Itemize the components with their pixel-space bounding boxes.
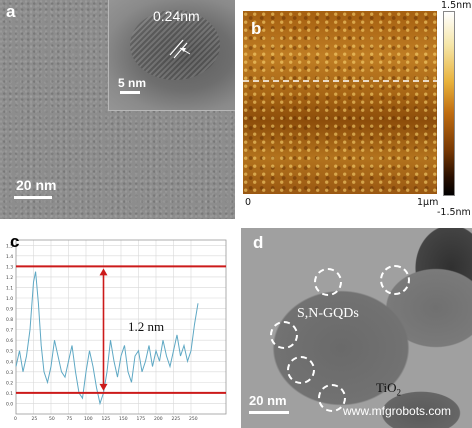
qd-circle — [314, 268, 342, 296]
profile-line — [243, 80, 437, 82]
y-tick-label: 1.4 — [6, 254, 13, 260]
colorbar-min-label: -1.5nm — [437, 207, 471, 218]
y-tick-label: 0.1 — [6, 391, 13, 397]
qd-circle — [318, 384, 346, 412]
scale-label: 20 nm — [16, 177, 57, 193]
x-tick-label: 75 — [67, 416, 73, 422]
substrate-label: TiO2 — [376, 380, 401, 398]
arrow-head — [99, 383, 108, 391]
plot-frame — [15, 239, 227, 415]
panel-a-tem-image: a 0.24nm 5 nm 20 nm — [0, 0, 235, 219]
x-tick-label: 0 — [14, 416, 17, 422]
axis-start-label: 0 — [245, 197, 252, 208]
height-profile-chart: 0.0 0.1 0.2 0.3 0.4 0.5 0.6 0.7 0.8 0.9 1.0 1.1 1.2 1… — [4, 232, 232, 422]
axis-end-label: 1μm — [417, 197, 439, 208]
height-colorbar — [443, 11, 455, 196]
qd-circle — [380, 265, 410, 295]
y-tick-label: 0.2 — [6, 380, 13, 386]
x-tick-label: 200 — [154, 416, 163, 422]
y-tick-label: 0.0 — [6, 401, 13, 407]
y-tick-label: 1.5 — [6, 243, 13, 249]
x-tick-label: 100 — [84, 416, 93, 422]
scale-label-d: 20 nm — [249, 393, 287, 408]
x-tick-label: 25 — [32, 416, 38, 422]
watermark: www.mfgrobots.com — [343, 404, 452, 418]
arrow-head — [99, 268, 108, 276]
colorbar-max-label: 1.5nm — [441, 0, 472, 11]
y-tick-label: 0.6 — [6, 338, 13, 344]
panel-a-letter: a — [6, 2, 16, 21]
x-tick-label: 125 — [102, 416, 111, 422]
height-annotation: 1.2 nm — [128, 319, 165, 334]
qd-circle — [270, 321, 298, 349]
y-tick-label: 0.7 — [6, 328, 13, 334]
y-tick-label: 1.1 — [6, 285, 13, 291]
x-tick-label: 250 — [189, 416, 198, 422]
panel-b-afm-image: b — [243, 11, 437, 194]
scale-bar — [14, 196, 52, 199]
y-tick-label: 1.0 — [6, 296, 13, 302]
y-tick-label: 0.9 — [6, 307, 13, 313]
lattice-marker — [169, 39, 191, 59]
y-tick-label: 0.3 — [6, 370, 13, 376]
y-tick-label: 1.2 — [6, 275, 13, 281]
profile-series-line — [15, 271, 199, 406]
x-tick-label: 150 — [119, 416, 128, 422]
qd-label: S,N-GQDs — [297, 306, 359, 321]
inset-scale-label: 5 nm — [118, 76, 147, 90]
y-tick-label: 1.3 — [6, 264, 13, 270]
y-tick-label: 0.4 — [6, 359, 13, 365]
panel-d-tem-image: d S,N-GQDs TiO2 20 nm — [241, 228, 472, 428]
x-tick-label: 50 — [49, 416, 55, 422]
qd-circle — [287, 356, 315, 384]
x-tick-label: 175 — [137, 416, 146, 422]
lattice-spacing-label: 0.24nm — [153, 8, 200, 24]
panel-c-height-profile: 0.0 0.1 0.2 0.3 0.4 0.5 0.6 0.7 0.8 0.9 1.0 1.1 1.2 1… — [4, 232, 232, 422]
panel-c-letter: c — [10, 232, 20, 251]
inset-scale-bar — [120, 91, 140, 94]
panel-d-letter: d — [253, 233, 264, 252]
y-tick-label: 0.5 — [6, 349, 13, 355]
panel-b-letter: b — [251, 19, 262, 38]
x-tick-label: 225 — [172, 416, 181, 422]
y-tick-label: 0.8 — [6, 317, 13, 323]
scale-bar-d — [249, 411, 289, 414]
